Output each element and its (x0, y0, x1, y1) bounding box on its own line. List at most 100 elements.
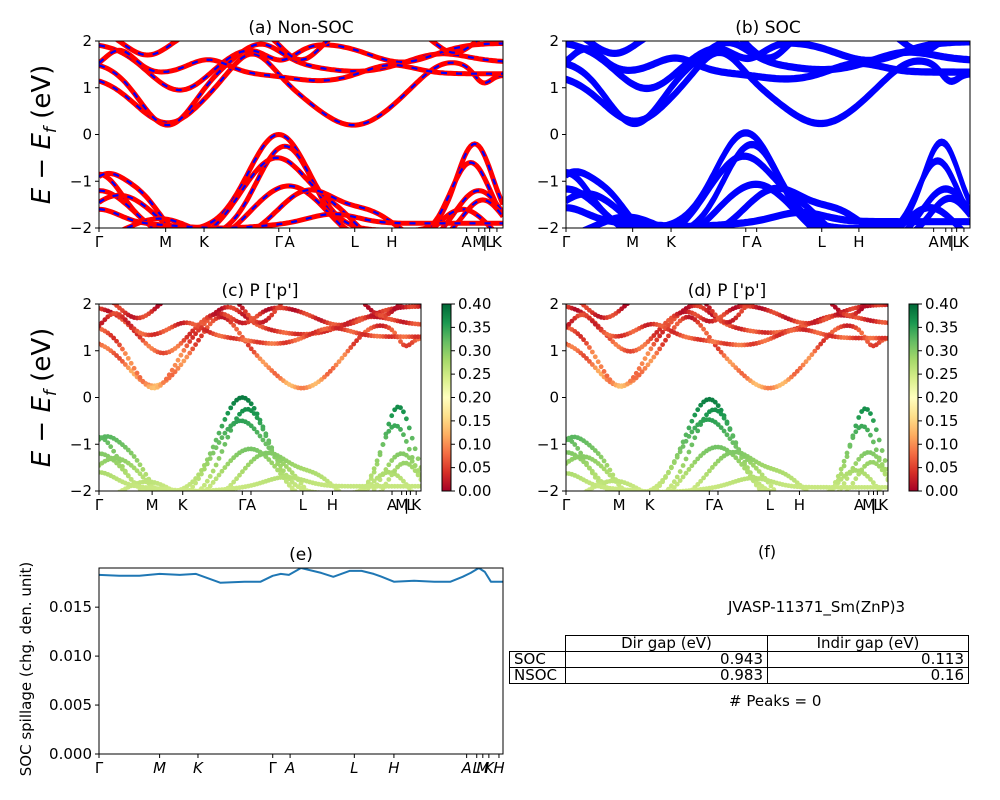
band-point (225, 410, 231, 416)
band-point (231, 479, 237, 485)
band-point (707, 468, 712, 474)
band-point (707, 334, 712, 340)
band-point (715, 403, 721, 409)
band-point (187, 339, 193, 344)
band-point (207, 474, 213, 479)
band-point (193, 491, 198, 496)
x-tick-label: A (752, 233, 763, 251)
panel-f-subtitle: JVASP-11371_Sm(ZnP)3 (728, 598, 906, 616)
band-point (184, 343, 190, 349)
band-point (841, 463, 847, 469)
band-point (190, 484, 196, 490)
band-point (169, 367, 175, 373)
table-row: NSOC 0.983 0.16 (509, 667, 969, 684)
band-point (684, 492, 689, 497)
band-point (592, 354, 598, 360)
band-point (704, 304, 709, 307)
band-point (389, 327, 395, 333)
band-point (181, 347, 187, 353)
band-point (251, 411, 257, 416)
x-tick-label: | (482, 233, 487, 251)
band-line-overlay (99, 156, 503, 228)
band-point (140, 474, 146, 480)
band-point (733, 444, 739, 449)
band-point (263, 441, 269, 447)
x-tick-label: M (476, 759, 489, 777)
x-tick-label: H (794, 496, 805, 514)
x-tick-label: A (285, 233, 296, 251)
band-point (876, 437, 882, 443)
band-point (628, 493, 633, 498)
band-point (369, 491, 374, 496)
band-point (771, 487, 777, 491)
band-point (336, 488, 342, 491)
band-point (856, 471, 862, 477)
band-point (140, 338, 146, 343)
band-line (587, 41, 943, 59)
x-tick-label: H (388, 759, 399, 777)
band-point (809, 493, 814, 498)
band-point (604, 469, 610, 475)
band-point (616, 482, 622, 488)
y-tick-label: 2 (82, 295, 92, 313)
x-tick-label: K (645, 496, 656, 514)
band-point (114, 491, 119, 496)
band-point (219, 435, 225, 441)
band-point (342, 493, 347, 498)
band-point (237, 472, 242, 478)
band-point (193, 342, 199, 348)
colorbar-c: 0.00 0.05 0.10 0.15 0.20 0.25 0.30 0.35 0.40 (441, 295, 491, 500)
band-point (759, 472, 765, 478)
band-point (721, 415, 727, 421)
band-point (237, 304, 242, 307)
band-point (398, 427, 403, 432)
band-point (310, 489, 315, 491)
band-point (122, 470, 128, 475)
band-point (775, 490, 778, 491)
band-point (242, 309, 248, 315)
band-point (671, 485, 677, 490)
band-point (248, 346, 254, 352)
band-point (275, 305, 280, 311)
y-tick-label: 0 (82, 389, 92, 407)
band-point (105, 440, 111, 446)
x-tick-label: A (387, 496, 398, 514)
x-tick-label: A (246, 496, 257, 514)
panel-b-frame (565, 40, 971, 229)
colorbar-d: 0.00 0.05 0.10 0.15 0.20 0.25 0.30 0.35 0.40 (908, 295, 958, 500)
band-point (166, 372, 172, 378)
colorbar-tick-label: 0.15 (925, 412, 958, 430)
y-tick-label: 1 (82, 79, 92, 97)
x-tick-label: K (492, 233, 503, 251)
band-point (228, 482, 234, 488)
band-point (575, 446, 581, 451)
band-point (841, 481, 847, 486)
band-point (730, 362, 736, 368)
band-point (742, 305, 747, 311)
band-point (340, 491, 345, 496)
band-line (566, 41, 970, 89)
band-point (856, 456, 862, 462)
band-point (207, 321, 213, 327)
peaks-count: # Peaks = 0 (729, 692, 822, 710)
band-point (161, 299, 166, 304)
y-tick-label: 2 (549, 32, 559, 50)
band-point (281, 461, 286, 467)
band-point (297, 490, 299, 491)
y-tick-label: −2 (537, 482, 559, 500)
band-point (266, 457, 272, 462)
band-point (418, 334, 421, 340)
y-tick-label: 0.010 (49, 647, 92, 665)
colorbar-tick-label: 0.00 (458, 482, 491, 500)
band-point (601, 458, 607, 464)
band-point (114, 338, 119, 344)
band-point (304, 488, 310, 491)
band-point (266, 315, 272, 321)
band-point (401, 298, 406, 303)
band-point (712, 399, 718, 405)
header-indir-gap: Indir gap (eV) (767, 635, 969, 652)
colorbar-tick-label: 0.05 (925, 459, 958, 477)
band-point (604, 373, 610, 379)
x-tick-label: L (766, 496, 775, 514)
x-tick-label: Γ (562, 496, 571, 514)
